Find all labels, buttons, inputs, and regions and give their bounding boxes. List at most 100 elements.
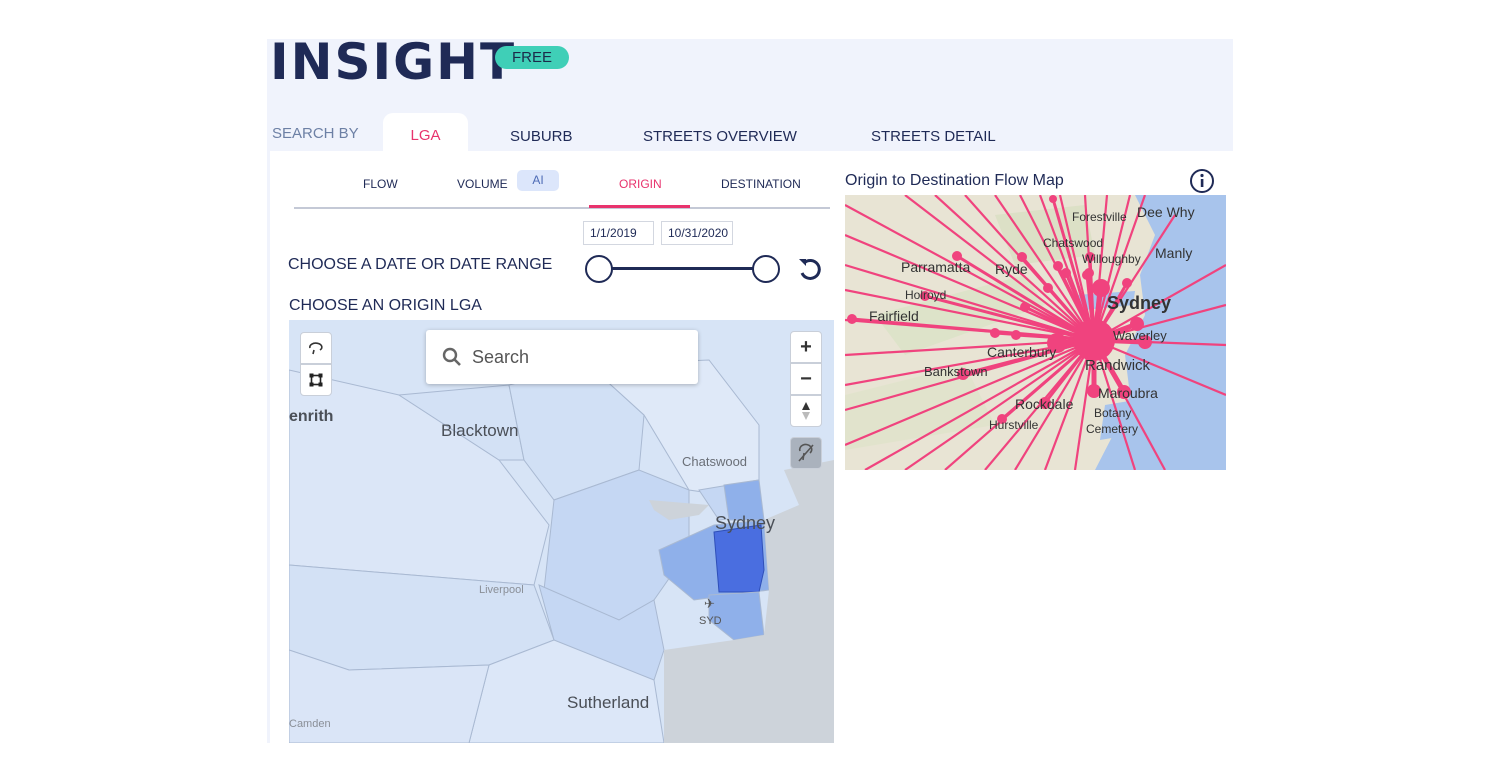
lasso-icon[interactable] xyxy=(300,332,332,364)
flow-node[interactable] xyxy=(952,251,962,261)
flow-node[interactable] xyxy=(1087,384,1101,398)
airport-icon: ✈ xyxy=(704,596,715,611)
flow-label-botany: Botany xyxy=(1094,406,1132,420)
subtab-divider xyxy=(294,207,830,209)
flow-node[interactable] xyxy=(847,314,857,324)
end-date-field[interactable]: 10/31/2020 xyxy=(661,221,733,245)
flow-line xyxy=(845,288,1095,342)
flow-hub-node[interactable] xyxy=(1073,319,1115,361)
map-label-liverpool: Liverpool xyxy=(479,584,524,596)
flow-label-ryde: Ryde xyxy=(995,261,1028,277)
flow-node[interactable] xyxy=(1039,397,1051,409)
subtab-destination[interactable]: DESTINATION xyxy=(721,177,801,191)
origin-lga-label: CHOOSE AN ORIGIN LGA xyxy=(289,297,482,314)
flow-line xyxy=(1092,339,1137,470)
flow-line xyxy=(1093,338,1226,397)
subtab-flow[interactable]: FLOW xyxy=(363,177,398,191)
flow-line xyxy=(904,195,1095,341)
flow-node[interactable] xyxy=(1020,302,1030,312)
search-by-label: SEARCH BY xyxy=(272,125,359,142)
map-search-input[interactable] xyxy=(472,344,682,370)
flow-node[interactable] xyxy=(957,368,969,380)
flow-line xyxy=(1073,339,1096,470)
clear-selection-icon[interactable] xyxy=(790,437,822,469)
flow-node[interactable] xyxy=(1085,252,1095,262)
tab-suburb[interactable]: SUBURB xyxy=(510,128,573,145)
flow-node[interactable] xyxy=(920,291,930,301)
map-search-box[interactable] xyxy=(426,330,698,384)
flow-line xyxy=(962,338,1095,376)
date-range-label: CHOOSE A DATE OR DATE RANGE xyxy=(288,256,553,273)
flow-line xyxy=(924,294,1095,342)
tab-streets-detail[interactable]: STREETS DETAIL xyxy=(871,128,996,145)
flow-label-parramatta: Parramatta xyxy=(901,259,971,275)
plus-icon[interactable]: + xyxy=(790,331,822,363)
map-label-chatswood: Chatswood xyxy=(682,454,748,469)
reset-icon[interactable] xyxy=(796,255,824,283)
flow-node[interactable] xyxy=(1061,268,1071,278)
map-label-syd: SYD xyxy=(699,615,722,627)
flow-line xyxy=(845,338,1095,447)
flow-node[interactable] xyxy=(1138,335,1152,349)
origin-lga-map[interactable]: enrith Blacktown Chatswood Sydney Liverp… xyxy=(289,320,834,743)
flow-node[interactable] xyxy=(997,414,1007,424)
flow-node[interactable] xyxy=(1017,252,1027,262)
box-select-icon[interactable] xyxy=(300,364,332,396)
map-label-blacktown: Blacktown xyxy=(441,421,519,440)
content-panel: FLOW VOLUME AI ORIGIN DESTINATION 1/1/20… xyxy=(270,151,1233,743)
flow-line xyxy=(845,204,1095,341)
flow-line xyxy=(1092,195,1147,341)
flow-map[interactable]: Forestville Dee Why Chatswood Willoughby… xyxy=(845,195,1226,470)
date-slider-end-handle[interactable] xyxy=(752,255,780,283)
flow-node[interactable] xyxy=(1117,385,1131,399)
date-slider-track[interactable] xyxy=(599,267,766,270)
flow-line xyxy=(1092,195,1132,341)
subtab-volume[interactable]: VOLUME xyxy=(457,177,508,191)
flow-node[interactable] xyxy=(1082,270,1092,280)
compass-icon[interactable] xyxy=(790,395,822,427)
flow-label-waverley: Waverley xyxy=(1113,328,1167,343)
flow-line xyxy=(956,254,1095,342)
map-label-penrith: enrith xyxy=(289,408,334,425)
flow-node[interactable] xyxy=(1130,317,1144,331)
lga-map-canvas[interactable] xyxy=(289,320,834,743)
flow-lines xyxy=(845,195,1226,470)
flow-line xyxy=(994,195,1095,341)
subtab-origin[interactable]: ORIGIN xyxy=(619,177,662,191)
flow-label-manly: Manly xyxy=(1155,245,1193,261)
flow-node[interactable] xyxy=(1049,195,1057,203)
flow-line xyxy=(1014,339,1095,470)
flow-node[interactable] xyxy=(1011,330,1021,340)
info-icon[interactable] xyxy=(1189,168,1215,194)
map-label-sydney: Sydney xyxy=(715,513,776,533)
flow-node[interactable] xyxy=(1047,333,1067,353)
flow-label-cemetery: Cemetery xyxy=(1086,422,1139,436)
minus-icon[interactable]: − xyxy=(790,363,822,395)
flow-label-hurstville: Hurstville xyxy=(989,418,1039,432)
flow-line xyxy=(934,195,1095,341)
flow-node[interactable] xyxy=(990,328,1000,338)
flow-line xyxy=(864,339,1095,470)
flow-node[interactable] xyxy=(1092,279,1110,297)
flow-node[interactable] xyxy=(1122,278,1132,288)
flow-label-bankstown: Bankstown xyxy=(924,364,988,379)
flow-line xyxy=(845,233,1095,342)
flow-map-base xyxy=(845,195,1226,470)
flow-label-sydney: Sydney xyxy=(1107,293,1172,313)
flow-line xyxy=(845,263,1095,342)
flow-node[interactable] xyxy=(1053,261,1063,271)
flow-line xyxy=(1051,198,1096,341)
date-slider-start-handle[interactable] xyxy=(585,255,613,283)
tab-streets-overview[interactable]: STREETS OVERVIEW xyxy=(643,128,797,145)
flow-label-fairfield: Fairfield xyxy=(869,308,919,324)
flow-map-title: Origin to Destination Flow Map xyxy=(845,172,1064,189)
flow-label-forestville: Forestville xyxy=(1072,210,1127,224)
brand-title: INSIGHT xyxy=(270,33,517,91)
flow-label-chatswood: Chatswood xyxy=(1043,236,1104,250)
flow-node[interactable] xyxy=(1043,283,1053,293)
search-icon xyxy=(442,347,461,366)
active-subtab-indicator xyxy=(589,205,690,208)
start-date-field[interactable]: 1/1/2019 xyxy=(583,221,654,245)
flow-line xyxy=(1093,264,1226,341)
ai-chip[interactable]: AI xyxy=(517,170,559,191)
